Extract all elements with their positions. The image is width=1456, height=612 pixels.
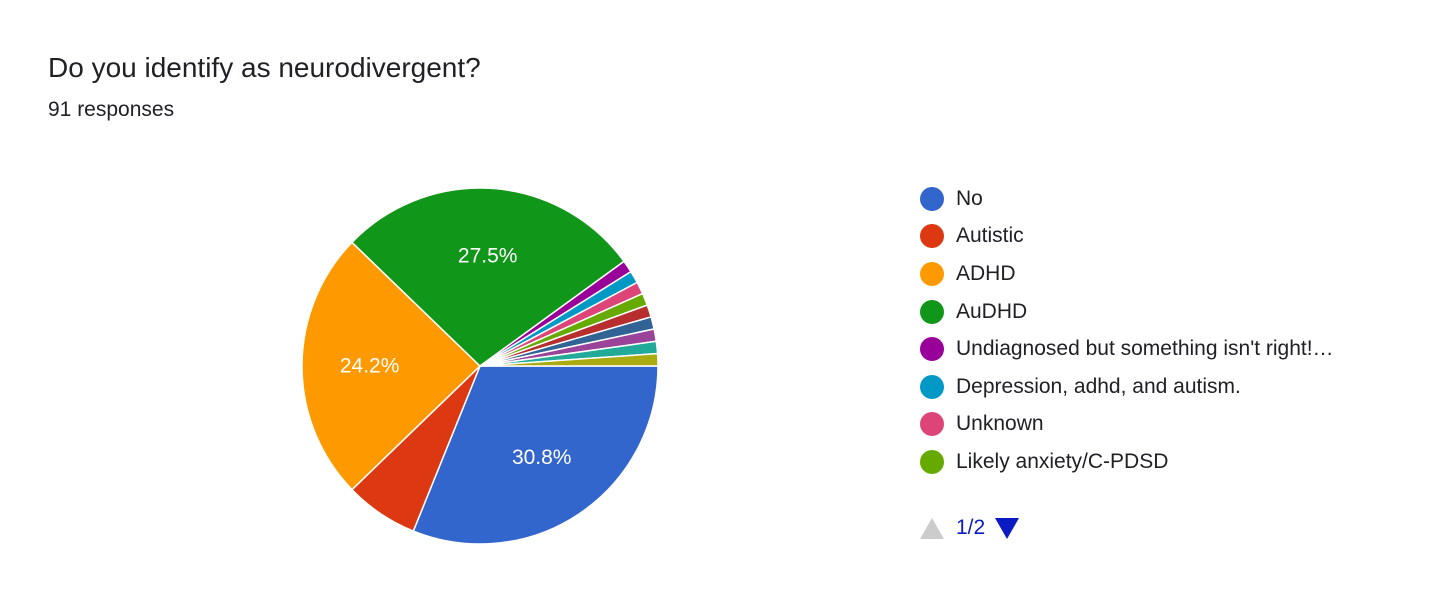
legend-swatch (920, 224, 944, 249)
page-indicator: 1/2 (956, 516, 986, 539)
legend-swatch (920, 374, 944, 399)
legend-item: No (920, 180, 1440, 218)
pie-slice-3 (301, 241, 482, 491)
legend-label: No (956, 186, 983, 210)
legend-label: ADHD (956, 261, 1016, 285)
legend-swatch (920, 412, 944, 437)
legend: No Autistic ADHD AuDHD Undiagnosed but somet… (920, 180, 1440, 481)
response-count: 91 responses (48, 98, 175, 121)
slice-percent-label: 30.8% (512, 446, 572, 469)
pie-chart: 30.8% 24.2% 27.5% (301, 187, 659, 545)
slice-percent-label: 27.5% (458, 244, 518, 267)
legend-swatch (920, 186, 944, 211)
pie-slice-13 (479, 352, 659, 367)
legend-swatch (920, 449, 944, 474)
legend-item: Likely anxiety/C-PDSD (920, 443, 1440, 481)
legend-pager: 1/2 (920, 516, 1020, 540)
legend-item: Undiagnosed but something isn't right!… (920, 330, 1440, 368)
pie-slice-4 (350, 187, 626, 367)
legend-item: ADHD (920, 255, 1440, 293)
legend-label: Autistic (956, 224, 1024, 248)
slice-percent-label: 24.2% (340, 355, 400, 378)
legend-label: Unknown (956, 412, 1044, 436)
next-page-icon[interactable] (995, 517, 1020, 539)
previous-page-icon[interactable] (920, 517, 944, 539)
legend-label: Depression, adhd, and autism. (956, 374, 1241, 398)
legend-item: AuDHD (920, 293, 1440, 331)
chart-title: Do you identify as neurodivergent? (48, 52, 481, 83)
legend-label: AuDHD (956, 299, 1028, 323)
legend-item: Autistic (920, 218, 1440, 256)
legend-label: Undiagnosed but something isn't right!… (956, 337, 1334, 361)
legend-item: Unknown (920, 406, 1440, 444)
legend-swatch (920, 261, 944, 286)
legend-item: Depression, adhd, and autism. (920, 368, 1440, 406)
legend-label: Likely anxiety/C-PDSD (956, 449, 1169, 473)
legend-swatch (920, 337, 944, 362)
legend-swatch (920, 299, 944, 324)
pie-slice-1 (412, 365, 659, 545)
